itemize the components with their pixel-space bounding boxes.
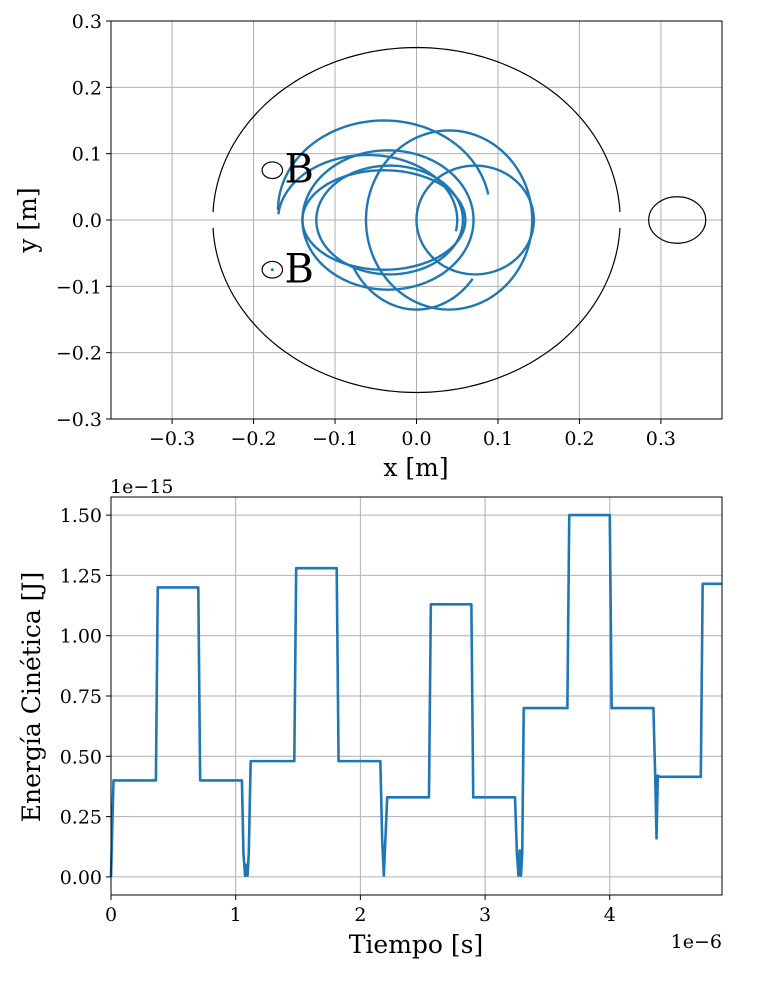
energy-x-tick-label: 4: [604, 904, 616, 926]
trajectory-markers: BB: [261, 146, 314, 292]
source-circle: [648, 196, 707, 244]
trajectory-orbits: [276, 119, 536, 311]
energy-y-tick-label: 1.00: [60, 626, 102, 648]
trajectory-x-tick-label: 0.3: [646, 428, 676, 450]
energy-grid: [110, 497, 722, 895]
lower-dee-outline: [212, 227, 621, 394]
energy-x-ticks: 0 1 2 3 4: [105, 895, 616, 926]
trajectory-y-ticks: −0.3 −0.2 −0.1 0.0 0.1 0.2 0.3: [56, 11, 111, 431]
energy-x-tick-label: 0: [105, 904, 117, 926]
trajectory-x-tick-label: −0.1: [312, 428, 358, 450]
trajectory-x-tick-label: 0.1: [483, 428, 513, 450]
energy-line: [109, 513, 722, 877]
trajectory-y-tick-label: −0.2: [56, 343, 102, 365]
energy-y-ticks: 0.00 0.25 0.50 0.75 1.00 1.25 1.50: [60, 505, 111, 889]
energy-x-axis-label: Tiempo [s]: [349, 930, 484, 959]
orbit-loop: [315, 164, 465, 276]
trajectory-x-ticks: −0.3 −0.2 −0.1 0.0 0.1 0.2 0.3: [149, 419, 676, 450]
energy-x-offset-label: 1e−6: [671, 931, 722, 953]
upper-dee-outline: [212, 46, 621, 213]
trajectory-y-tick-label: 0.0: [72, 210, 102, 232]
orbit-loop: [351, 265, 474, 311]
trajectory-x-axis-label: x [m]: [383, 453, 448, 482]
trajectory-x-tick-label: −0.3: [149, 428, 195, 450]
orbit-loop: [415, 164, 536, 276]
trajectory-panel: BB −0.3 −0.2 −0.1 0.0 0.1 0.2 0.3 −0.3−0.2−0.1…: [13, 11, 723, 482]
marker-label-b: B: [285, 246, 314, 292]
energy-y-tick-label: 1.25: [60, 565, 102, 587]
energy-y-tick-label: 0.50: [60, 746, 102, 768]
energy-x-tick-label: 2: [354, 904, 366, 926]
marker-circle: [261, 260, 284, 279]
energy-panel: 0 1 2 3 4 0.00 0.25 0.50 0.75 1.00 1.25 1.50 1e−15…: [17, 476, 723, 959]
energy-x-tick-label: 1: [230, 904, 242, 926]
orbit-loop: [276, 119, 490, 211]
marker-label-b: B: [285, 146, 314, 192]
trajectory-y-tick-label: 0.1: [72, 144, 102, 166]
trajectory-y-tick-label: 0.3: [72, 11, 102, 33]
trajectory-y-tick-label: −0.3: [56, 409, 102, 431]
energy-y-tick-label: 0.25: [60, 807, 102, 829]
energy-series: [109, 513, 722, 877]
trajectory-x-tick-label: 0.2: [564, 428, 594, 450]
marker-circle: [261, 161, 284, 180]
orbit-loop: [301, 169, 467, 271]
trajectory-x-tick-label: −0.2: [230, 428, 276, 450]
energy-y-axis-label: Energía Cinética [J]: [17, 572, 46, 822]
trajectory-y-tick-label: 0.2: [72, 77, 102, 99]
orbit-loop: [364, 129, 534, 311]
dee-electrodes: [212, 46, 707, 394]
energy-y-offset-label: 1e−15: [110, 476, 173, 498]
energy-y-tick-label: 0.75: [60, 686, 102, 708]
energy-y-tick-label: 1.50: [60, 505, 102, 527]
trajectory-y-tick-label: −0.1: [56, 276, 102, 298]
energy-y-tick-label: 0.00: [60, 867, 102, 889]
energy-x-tick-label: 3: [479, 904, 491, 926]
orbit-loop: [277, 153, 459, 232]
trajectory-x-tick-label: 0.0: [401, 428, 431, 450]
marker-dot: [270, 268, 274, 272]
trajectory-y-axis-label: y [m]: [13, 187, 42, 253]
